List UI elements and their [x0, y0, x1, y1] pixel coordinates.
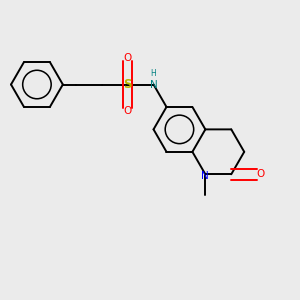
Text: N: N [202, 171, 209, 181]
Text: S: S [123, 78, 132, 91]
Text: O: O [256, 169, 265, 179]
Text: H: H [151, 69, 156, 78]
Text: O: O [124, 106, 132, 116]
Text: O: O [124, 53, 132, 63]
Text: N: N [150, 80, 158, 89]
